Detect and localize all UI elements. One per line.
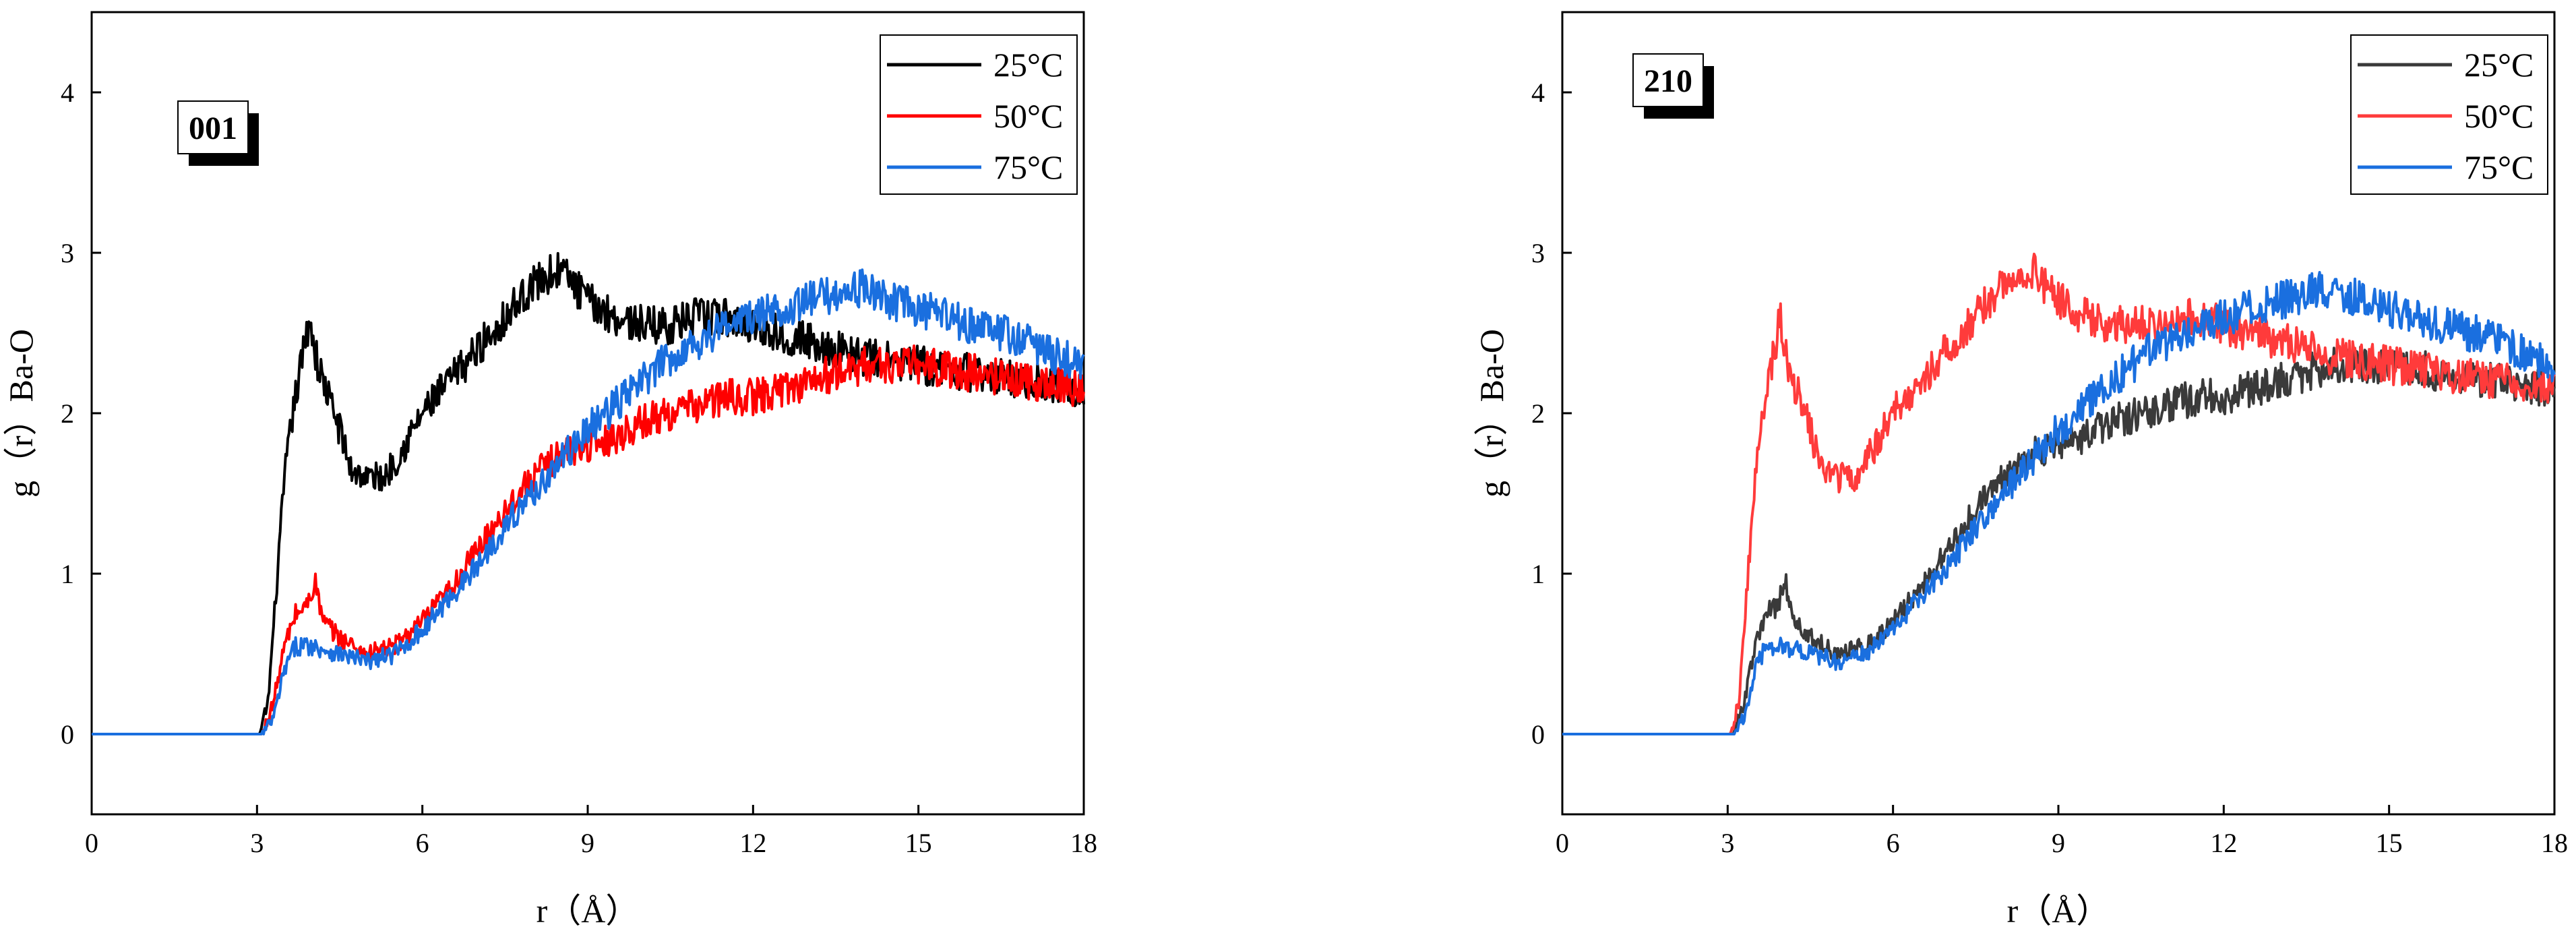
y-tick-label: 0 — [61, 719, 74, 750]
chart-panel-210: 0 3 6 9 12 15 1801234r（Å）g（r）Ba-O25°C50°C75°C2… — [1473, 11, 2568, 930]
x-tick-label: 15 — [905, 828, 932, 858]
legend-label: 50°C — [993, 97, 1063, 135]
x-tick-label: 12 — [2210, 828, 2237, 858]
legend-label: 75°C — [993, 148, 1063, 186]
series-line-25°C — [1562, 345, 2556, 735]
y-tick-label: 4 — [61, 78, 74, 108]
y-tick-label: 1 — [61, 559, 74, 589]
x-tick-label: 6 — [1887, 828, 1900, 858]
series-line-75°C — [1562, 271, 2556, 735]
x-tick-label: 9 — [581, 828, 594, 858]
x-tick-label: 0 — [85, 828, 98, 858]
y-tick-label: 4 — [1531, 78, 1545, 108]
x-tick-label: 12 — [739, 828, 766, 858]
series-line-50°C — [1562, 252, 2556, 735]
tag-box — [1632, 53, 1704, 107]
panel-tag: 210 — [1644, 63, 1692, 99]
panel-tag: 001 — [189, 111, 237, 146]
y-axis-title: g（r）Ba-O — [1473, 329, 1510, 497]
legend-label: 75°C — [2464, 148, 2534, 186]
y-tick-label: 2 — [61, 398, 74, 429]
legend-label: 25°C — [2464, 46, 2534, 84]
x-tick-label: 9 — [2052, 828, 2065, 858]
x-tick-label: 18 — [1070, 828, 1097, 858]
x-tick-label: 15 — [2376, 828, 2403, 858]
y-tick-label: 1 — [1531, 559, 1545, 589]
y-tick-label: 3 — [61, 238, 74, 268]
x-tick-label: 6 — [416, 828, 429, 858]
x-axis-title: r（Å） — [536, 892, 640, 930]
legend-label: 25°C — [993, 46, 1063, 84]
y-tick-label: 0 — [1531, 719, 1545, 750]
series-line-75°C — [91, 268, 1085, 735]
y-axis-title: g（r）Ba-O — [2, 329, 40, 497]
x-tick-label: 18 — [2541, 828, 2568, 858]
y-tick-label: 2 — [1531, 398, 1545, 429]
x-axis-title: r（Å） — [2007, 892, 2110, 930]
tag-box — [177, 100, 249, 154]
y-tick-label: 3 — [1531, 238, 1545, 268]
legend-label: 50°C — [2464, 97, 2534, 135]
series-line-25°C — [91, 251, 1085, 735]
x-tick-label: 0 — [1556, 828, 1569, 858]
x-tick-label: 3 — [1721, 828, 1734, 858]
chart-panel-001: 0 3 6 9 12 15 1801234r（Å）g（r）Ba-O25°C50°C75°C0… — [2, 11, 1097, 930]
x-tick-label: 3 — [250, 828, 264, 858]
series-line-50°C — [91, 344, 1085, 735]
